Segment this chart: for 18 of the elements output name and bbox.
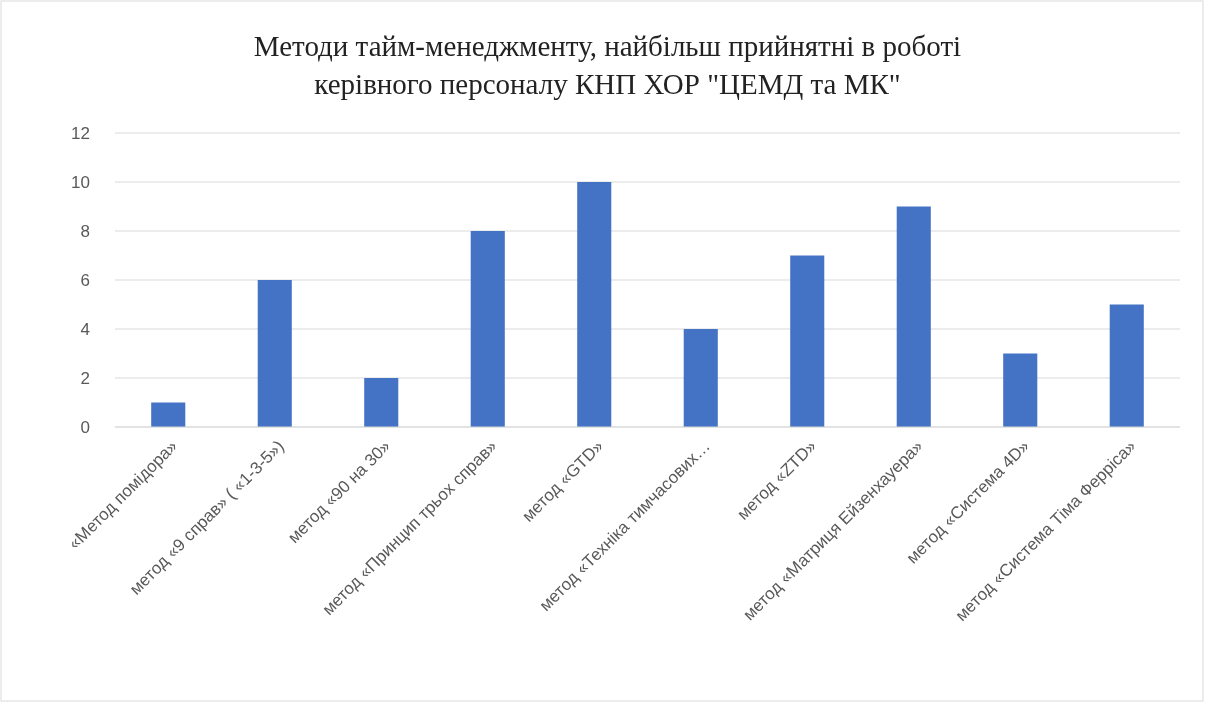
- y-tick-label: 8: [80, 221, 90, 241]
- bar: [470, 231, 505, 427]
- bar: [896, 206, 931, 427]
- chart-title: Методи тайм-менеджменту, найбільш прийнятні в роботі керівного персоналу КНП ХОР "ЦЕМД та МК": [253, 30, 962, 100]
- bar: [577, 182, 612, 427]
- y-tick-label: 10: [71, 172, 90, 192]
- bar: [257, 280, 292, 427]
- bar: [790, 255, 825, 427]
- bar: [1003, 353, 1038, 427]
- bar: [151, 402, 186, 427]
- y-tick-label: 12: [71, 123, 90, 143]
- bar: [683, 329, 718, 427]
- bar: [1109, 304, 1144, 427]
- bar: [364, 378, 399, 427]
- y-tick-label: 2: [80, 368, 90, 388]
- y-tick-label: 4: [80, 319, 90, 339]
- y-tick-label: 6: [80, 270, 90, 290]
- y-tick-label: 0: [80, 417, 90, 437]
